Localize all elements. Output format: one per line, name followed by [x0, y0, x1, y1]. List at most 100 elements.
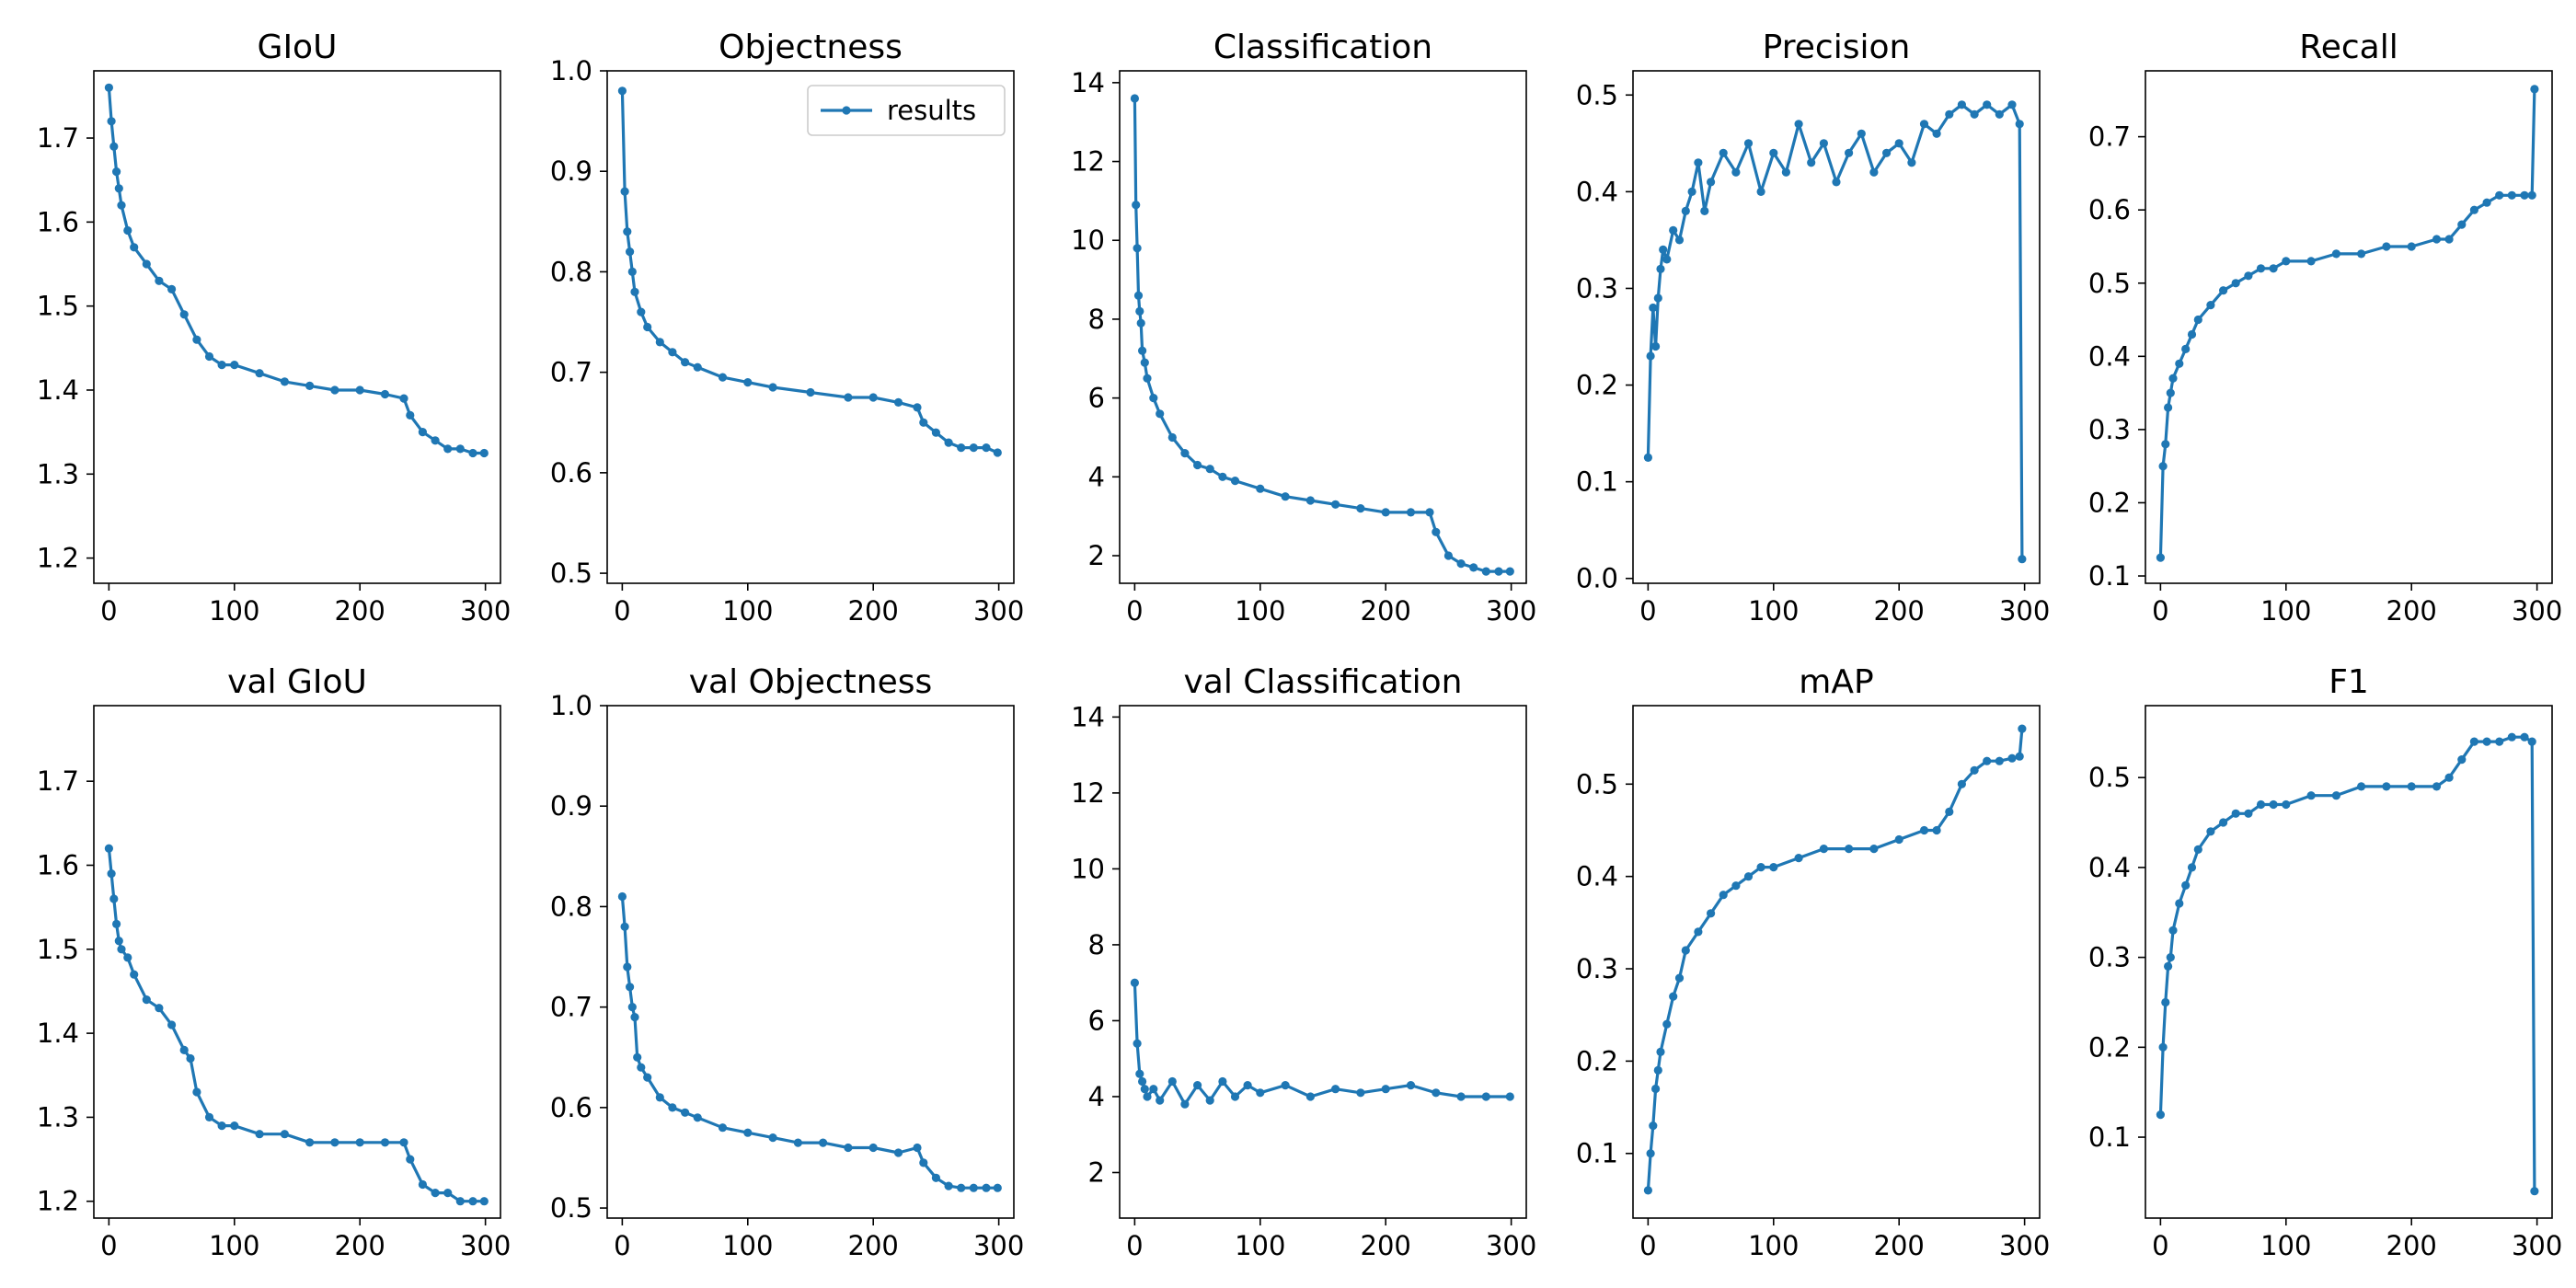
- data-point: [1970, 765, 1979, 775]
- y-tick-label: 0.4: [2088, 340, 2131, 372]
- data-point: [468, 448, 477, 458]
- data-point: [1140, 358, 1149, 367]
- data-point: [2256, 264, 2266, 273]
- y-tick-label: 8: [1088, 929, 1105, 960]
- axes-frame: [606, 705, 1015, 1219]
- data-point: [630, 287, 639, 296]
- subplot-title: val Objectness: [689, 663, 933, 701]
- data-point: [2520, 190, 2529, 200]
- y-tick-label: 0.1: [1576, 466, 1618, 498]
- data-point: [1156, 1096, 1165, 1105]
- y-tick-label: 10: [1071, 224, 1105, 256]
- data-point: [2407, 782, 2416, 791]
- y-tick-label: 1.2: [37, 1186, 79, 1217]
- y-tick-label: 1.3: [37, 1101, 79, 1133]
- axes-frame: [2145, 70, 2553, 584]
- data-point: [179, 1045, 189, 1054]
- y-tick-label: 1.2: [37, 543, 79, 574]
- y-tick-label: 0.6: [550, 457, 592, 489]
- data-point: [993, 448, 1002, 457]
- data-point: [217, 1121, 226, 1131]
- data-point: [2331, 249, 2340, 259]
- data-point: [2156, 1110, 2165, 1120]
- data-point: [2444, 773, 2454, 782]
- y-tick-label: 4: [1088, 1081, 1105, 1112]
- data-point: [2244, 271, 2253, 281]
- data-point: [2219, 818, 2228, 827]
- data-point: [1256, 484, 1265, 493]
- x-tick-label: 200: [1874, 595, 1925, 627]
- y-tick-label: 0.5: [1576, 768, 1618, 799]
- data-point: [1432, 1088, 1441, 1098]
- legend: results: [807, 85, 1006, 136]
- data-point: [107, 117, 116, 126]
- y-tick-label: 0.3: [1576, 953, 1618, 984]
- data-point: [1406, 508, 1416, 517]
- data-point: [1149, 1085, 1158, 1094]
- data-point: [1687, 187, 1696, 196]
- data-point: [1356, 504, 1365, 513]
- data-point: [431, 436, 440, 445]
- data-point: [1646, 1149, 1655, 1158]
- subplot-8: val Classification 0 100 200 300 2 4 6 8 10 12 14: [1071, 663, 1536, 1261]
- x-tick-label: 0: [1126, 595, 1143, 627]
- y-tick-label: 0.8: [550, 256, 592, 287]
- data-point: [2168, 926, 2178, 935]
- data-point: [718, 373, 728, 382]
- data-point: [117, 945, 126, 954]
- data-point: [114, 937, 123, 946]
- data-point: [617, 86, 627, 96]
- data-point: [1983, 100, 1992, 109]
- data-point: [167, 284, 177, 293]
- data-point: [1653, 293, 1662, 303]
- x-tick-label: 100: [1235, 595, 1285, 627]
- data-point: [2482, 198, 2491, 207]
- data-point: [192, 335, 201, 344]
- x-tick-label: 300: [973, 1230, 1024, 1261]
- x-tick-label: 100: [209, 595, 259, 627]
- data-point: [104, 844, 113, 853]
- y-tick-label: 0.0: [1576, 563, 1618, 594]
- y-tick-label: 14: [1071, 701, 1105, 732]
- data-point: [112, 167, 121, 177]
- data-point: [868, 393, 878, 402]
- data-point: [2407, 242, 2416, 251]
- x-tick-label: 0: [100, 1230, 117, 1261]
- y-tick-label: 8: [1088, 304, 1105, 335]
- data-point: [931, 428, 941, 437]
- data-point: [2015, 752, 2024, 761]
- data-point: [693, 1113, 702, 1122]
- data-point: [204, 351, 214, 362]
- data-point: [1731, 167, 1741, 177]
- data-point: [793, 1138, 803, 1147]
- data-point: [768, 1133, 777, 1143]
- data-point: [1143, 1092, 1152, 1101]
- data-point: [637, 307, 646, 316]
- data-point: [1356, 1088, 1365, 1098]
- data-point: [1794, 854, 1803, 863]
- y-tick-label: 0.7: [2088, 121, 2131, 153]
- data-point: [620, 187, 629, 196]
- data-point: [1845, 148, 1854, 157]
- data-point: [944, 1181, 953, 1190]
- data-point: [1138, 1076, 1147, 1087]
- data-point: [2444, 235, 2454, 244]
- y-tick-label: 14: [1071, 67, 1105, 98]
- data-point: [255, 369, 264, 378]
- axes-frame: [1119, 705, 1527, 1219]
- y-tick-label: 0.4: [2088, 852, 2131, 883]
- data-point: [2219, 286, 2228, 295]
- data-point: [1193, 1081, 1202, 1090]
- data-point: [1138, 346, 1147, 355]
- subplot-title: val GIoU: [227, 663, 367, 701]
- data-point: [768, 383, 777, 392]
- data-point: [1681, 206, 1690, 215]
- x-tick-label: 200: [848, 1230, 899, 1261]
- series-1: [2156, 732, 2539, 1196]
- data-point: [1130, 978, 1139, 987]
- y-tick-label: 0.2: [1576, 370, 1618, 401]
- data-point: [1756, 187, 1765, 196]
- data-point: [1651, 1084, 1661, 1094]
- x-tick-label: 300: [2512, 1230, 2562, 1261]
